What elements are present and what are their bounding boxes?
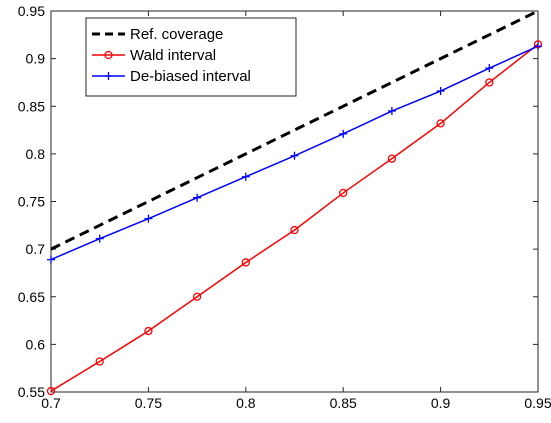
- data-point-2: [436, 119, 445, 128]
- axis-ticks: 0.7 0.75 0.8 0.85 0.9 0.95 0.55 0.6 0.65 0.7 0.75 0…: [18, 3, 551, 411]
- data-point-2: [192, 292, 202, 301]
- y-tick-label: 0.75: [18, 194, 45, 210]
- data-point-3: [387, 107, 396, 116]
- legend-marker-2: [104, 50, 113, 60]
- legend-box: [85, 17, 297, 97]
- x-tick-label: 0.95: [524, 395, 551, 411]
- legend-label-3: De-biased interval: [130, 68, 251, 85]
- data-point-2: [95, 357, 104, 366]
- x-tick-label: 0.7: [41, 395, 61, 411]
- y-tick-label: 0.85: [18, 98, 45, 114]
- y-tick-label: 0.6: [26, 336, 46, 352]
- y-tick-label: 0.7: [26, 241, 46, 257]
- series-markers: [46, 40, 543, 396]
- data-point-3: [436, 87, 445, 96]
- x-tick-label: 0.8: [236, 395, 256, 411]
- data-point-3: [95, 234, 104, 243]
- legend-label-2: Wald interval: [130, 47, 216, 64]
- y-tick-label: 0.8: [26, 146, 46, 162]
- data-point-3: [47, 255, 55, 264]
- x-tick-label: 0.75: [135, 395, 162, 411]
- data-point-3: [290, 151, 299, 160]
- data-point-2: [144, 326, 153, 336]
- y-tick-label: 0.95: [18, 3, 45, 19]
- data-point-3: [534, 42, 542, 51]
- x-tick-label: 0.85: [330, 395, 357, 411]
- data-point-3: [144, 214, 153, 223]
- plot-area: 0.7 0.75 0.8 0.85 0.9 0.95 0.55 0.6 0.65 0.7 0.75 0…: [18, 3, 551, 411]
- legend-items: Ref. coverage Wald interval De-biased inte…: [92, 26, 251, 85]
- series-line-1: [50, 9, 539, 251]
- y-tick-label: 0.9: [26, 51, 46, 67]
- data-point-2: [485, 78, 494, 87]
- x-tick-label: 0.9: [431, 395, 451, 411]
- y-tick-label: 0.55: [18, 384, 45, 400]
- legend-marker-3: [104, 72, 113, 80]
- data-point-2: [387, 154, 397, 163]
- data-point-3: [339, 129, 348, 138]
- data-point-2: [339, 188, 348, 198]
- data-point-3: [241, 172, 250, 181]
- series-line-2: [50, 43, 539, 392]
- legend-label-1: Ref. coverage: [130, 26, 223, 43]
- data-point-3: [193, 193, 202, 202]
- data-point-3: [485, 64, 494, 73]
- data-point-2: [290, 225, 299, 235]
- legend: Ref. coverage Wald interval De-biased inte…: [85, 17, 297, 97]
- data-point-2: [241, 258, 250, 267]
- data-point-2: [46, 386, 56, 396]
- y-tick-label: 0.65: [18, 289, 45, 305]
